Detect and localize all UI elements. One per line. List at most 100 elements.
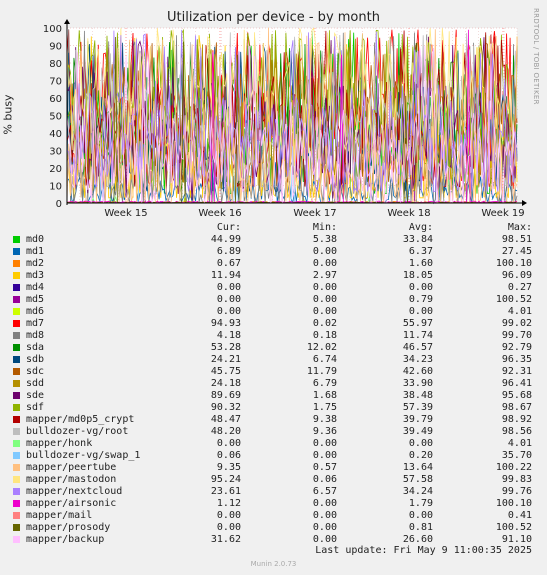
legend-swatch <box>13 512 20 519</box>
y-tick-label: 0 <box>56 199 62 210</box>
legend-value-max: 96.41 <box>501 378 532 389</box>
y-tick-label: 90 <box>49 42 62 53</box>
legend-series-name: mapper/mastodon <box>26 474 117 485</box>
legend-row: md1 6.89 0.00 6.37 27.45 <box>0 246 547 258</box>
legend-swatch <box>13 380 20 387</box>
legend-value-min: 0.00 <box>312 450 337 461</box>
legend-series-name: mapper/nextcloud <box>26 486 123 497</box>
legend-value-cur: 89.69 <box>210 390 241 401</box>
legend-series-name: md0 <box>26 234 45 245</box>
legend-row: md0 44.99 5.38 33.84 98.51 <box>0 234 547 246</box>
legend-value-min: 9.36 <box>312 426 337 437</box>
legend-swatch <box>13 308 20 315</box>
legend-value-avg: 33.84 <box>402 234 433 245</box>
legend-value-avg: 0.79 <box>408 294 433 305</box>
y-tick-label: 10 <box>49 182 62 193</box>
legend-value-min: 0.00 <box>312 510 337 521</box>
legend-value-cur: 53.28 <box>210 342 241 353</box>
legend-value-cur: 48.47 <box>210 414 241 425</box>
legend-swatch <box>13 260 20 267</box>
legend-value-min: 2.97 <box>312 270 337 281</box>
legend-value-min: 1.68 <box>312 390 337 401</box>
col-header-min: Min: <box>312 222 337 233</box>
legend-value-max: 95.68 <box>501 390 532 401</box>
legend-value-min: 0.00 <box>312 498 337 509</box>
legend-swatch <box>13 272 20 279</box>
legend-row: bulldozer-vg/root 48.20 9.36 39.49 98.56 <box>0 426 547 438</box>
legend-swatch <box>13 428 20 435</box>
legend-row: mapper/honk 0.00 0.00 0.00 4.01 <box>0 438 547 450</box>
legend-value-cur: 9.35 <box>216 462 241 473</box>
legend-value-avg: 0.20 <box>408 450 433 461</box>
legend-value-avg: 0.00 <box>408 282 433 293</box>
legend-value-max: 100.10 <box>495 258 532 269</box>
legend-value-min: 0.00 <box>312 306 337 317</box>
legend-value-avg: 0.00 <box>408 306 433 317</box>
y-tick-label: 40 <box>49 129 62 140</box>
legend-value-min: 0.57 <box>312 462 337 473</box>
legend-series-name: bulldozer-vg/swap_1 <box>26 450 141 461</box>
legend-series-name: mapper/md0p5_crypt <box>26 414 135 425</box>
legend-series-name: sdc <box>26 366 45 377</box>
legend-value-min: 6.57 <box>312 486 337 497</box>
legend-series-name: mapper/prosody <box>26 522 111 533</box>
legend-value-avg: 42.60 <box>402 366 433 377</box>
legend-row: mapper/backup 31.62 0.00 26.60 91.10 <box>0 534 547 546</box>
legend-swatch <box>13 416 20 423</box>
y-tick-label: 100 <box>43 24 62 35</box>
legend-value-min: 0.00 <box>312 534 337 545</box>
col-header-avg: Avg: <box>408 222 433 233</box>
legend-value-avg: 39.79 <box>402 414 433 425</box>
legend-value-min: 0.00 <box>312 522 337 533</box>
legend-series-name: sde <box>26 390 45 401</box>
col-header-max: Max: <box>507 222 532 233</box>
legend-value-avg: 57.58 <box>402 474 433 485</box>
legend-value-avg: 38.48 <box>402 390 433 401</box>
legend-value-cur: 0.06 <box>216 450 241 461</box>
legend-row: mapper/md0p5_crypt 48.47 9.38 39.79 98.92 <box>0 414 547 426</box>
legend-swatch <box>13 440 20 447</box>
series-line-mapper-mastodon <box>66 27 518 186</box>
legend-value-avg: 39.49 <box>402 426 433 437</box>
legend-value-avg: 34.24 <box>402 486 433 497</box>
legend-series-name: sdb <box>26 354 45 365</box>
legend-value-min: 1.75 <box>312 402 337 413</box>
legend-value-min: 11.79 <box>306 366 337 377</box>
col-header-cur: Cur: <box>216 222 241 233</box>
legend-series-name: md3 <box>26 270 45 281</box>
last-update: Last update: Fri May 9 11:00:35 2025 <box>315 545 532 556</box>
legend-row: md4 0.00 0.00 0.00 0.27 <box>0 282 547 294</box>
legend-series-name: mapper/honk <box>26 438 93 449</box>
x-tick-label: Week 15 <box>104 208 147 219</box>
legend-value-max: 92.79 <box>501 342 532 353</box>
legend-row: md8 4.18 0.18 11.74 99.70 <box>0 330 547 342</box>
legend-value-max: 100.22 <box>495 462 532 473</box>
legend-row: sde 89.69 1.68 38.48 95.68 <box>0 390 547 402</box>
legend-value-cur: 45.75 <box>210 366 241 377</box>
legend-value-cur: 6.89 <box>216 246 241 257</box>
legend-swatch <box>13 500 20 507</box>
legend-value-min: 0.02 <box>312 318 337 329</box>
y-tick-label: 60 <box>49 94 62 105</box>
legend-series-name: bulldozer-vg/root <box>26 426 129 437</box>
legend-value-max: 98.67 <box>501 402 532 413</box>
legend-value-max: 4.01 <box>507 306 532 317</box>
legend-row: md7 94.93 0.02 55.97 99.02 <box>0 318 547 330</box>
legend-swatch <box>13 248 20 255</box>
legend-row: md6 0.00 0.00 0.00 4.01 <box>0 306 547 318</box>
legend-swatch <box>13 284 20 291</box>
legend-value-min: 0.18 <box>312 330 337 341</box>
legend-value-avg: 55.97 <box>402 318 433 329</box>
legend-value-max: 99.76 <box>501 486 532 497</box>
legend-value-cur: 11.94 <box>210 270 241 281</box>
legend-series-name: md5 <box>26 294 45 305</box>
legend-row: mapper/airsonic 1.12 0.00 1.79 100.10 <box>0 498 547 510</box>
legend-value-avg: 57.39 <box>402 402 433 413</box>
munin-version: Munin 2.0.73 <box>250 560 297 568</box>
legend-series-name: md7 <box>26 318 45 329</box>
legend-row: sda 53.28 12.02 46.57 92.79 <box>0 342 547 354</box>
legend-swatch <box>13 236 20 243</box>
legend-series-name: md6 <box>26 306 45 317</box>
x-tick-label: Week 17 <box>293 208 336 219</box>
legend-value-max: 100.52 <box>495 522 532 533</box>
